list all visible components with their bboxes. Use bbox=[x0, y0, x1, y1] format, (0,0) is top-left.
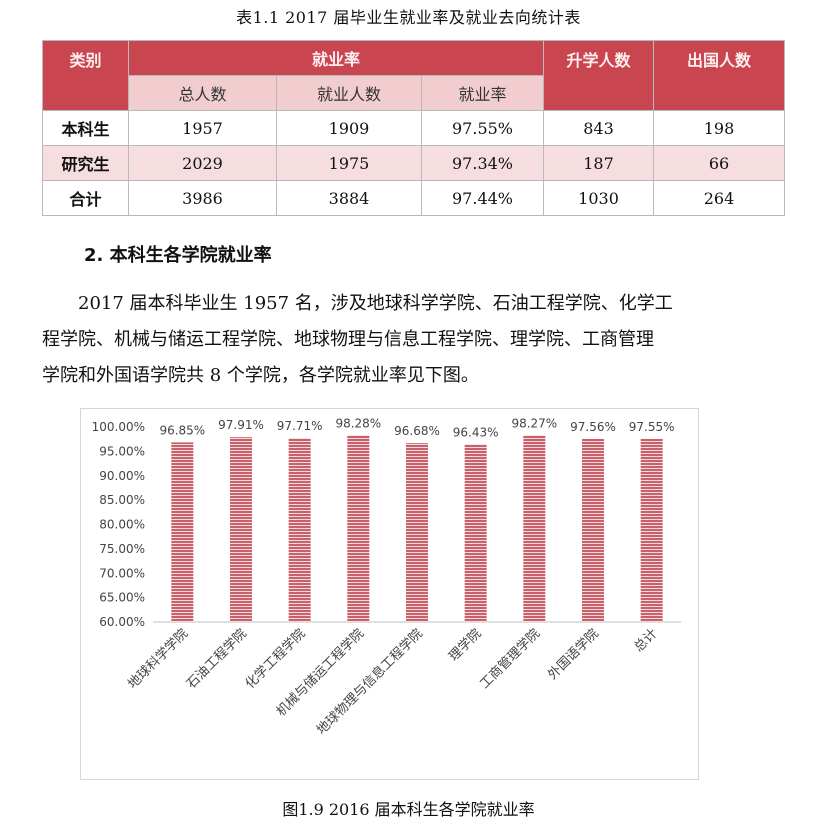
bar bbox=[640, 438, 663, 622]
table-row: 研究生 2029 1975 97.34% 187 66 bbox=[42, 145, 786, 181]
bar-data-label: 97.56% bbox=[570, 420, 616, 434]
paragraph-line: 学院和外国语学院共 8 个学院，各学院就业率见下图。 bbox=[42, 365, 479, 386]
header-further-study: 升学人数 bbox=[543, 40, 655, 111]
cell-rate: 97.44% bbox=[420, 180, 545, 216]
y-tick-label: 80.00% bbox=[99, 518, 145, 532]
figure-caption: 图1.9 2016 届本科生各学院就业率 bbox=[282, 800, 535, 819]
bar bbox=[288, 438, 311, 622]
header-abroad: 出国人数 bbox=[653, 40, 786, 111]
row-label: 本科生 bbox=[42, 110, 129, 146]
y-tick-label: 75.00% bbox=[99, 542, 145, 556]
header-sub-employed: 就业人数 bbox=[276, 75, 422, 111]
paragraph-line: 2017 届本科毕业生 1957 名，涉及地球科学学院、石油工程学院、化学工 bbox=[78, 293, 673, 314]
row-label: 合计 bbox=[42, 180, 129, 216]
row-label: 研究生 bbox=[42, 145, 129, 181]
y-tick-label: 70.00% bbox=[99, 566, 145, 580]
employment-rate-chart: 60.00% 65.00% 70.00% 75.00% 80.00% 85.00% 90.0… bbox=[80, 408, 699, 780]
cell-study: 187 bbox=[543, 145, 655, 181]
header-sub-total: 总人数 bbox=[128, 75, 277, 111]
cell-employed: 1909 bbox=[276, 110, 422, 146]
bar-data-label: 96.68% bbox=[394, 424, 440, 438]
x-tick-label: 化学工程学院 bbox=[242, 626, 308, 692]
cell-rate: 97.55% bbox=[420, 110, 545, 146]
bar bbox=[230, 437, 252, 622]
cell-total: 3986 bbox=[128, 180, 277, 216]
cell-study: 1030 bbox=[543, 180, 655, 216]
bar bbox=[406, 443, 428, 622]
bar-data-label: 97.55% bbox=[629, 420, 675, 434]
cell-abroad: 264 bbox=[653, 180, 786, 216]
bar bbox=[523, 435, 546, 622]
x-tick-label: 地球物理与信息工程学院 bbox=[313, 626, 425, 738]
chart-svg: 60.00% 65.00% 70.00% 75.00% 80.00% 85.00% 90.0… bbox=[92, 416, 681, 738]
section-paragraph: 2017 届本科毕业生 1957 名，涉及地球科学学院、石油工程学院、化学工 程… bbox=[42, 286, 762, 394]
cell-study: 843 bbox=[543, 110, 655, 146]
header-employment-rate-group: 就业率 bbox=[127, 40, 545, 76]
cell-abroad: 66 bbox=[653, 145, 786, 181]
bar-data-label: 96.43% bbox=[453, 425, 499, 439]
paragraph-line: 程学院、机械与储运工程学院、地球物理与信息工程学院、理学院、工商管理 bbox=[42, 329, 654, 350]
bar-data-label: 97.91% bbox=[218, 418, 264, 432]
bar-data-label: 96.85% bbox=[159, 423, 205, 437]
employment-stats-table: 类别 就业率 升学人数 出国人数 总人数 就业人数 就业率 本科生 1957 1… bbox=[42, 40, 786, 216]
y-tick-label: 60.00% bbox=[99, 615, 145, 629]
cell-employed: 3884 bbox=[276, 180, 422, 216]
cell-abroad: 198 bbox=[653, 110, 786, 146]
bar-data-label: 97.71% bbox=[277, 419, 323, 433]
y-tick-label: 90.00% bbox=[99, 469, 145, 483]
header-category: 类别 bbox=[42, 40, 129, 111]
bar bbox=[347, 435, 370, 622]
y-tick-label: 100.00% bbox=[92, 420, 145, 434]
bar bbox=[582, 438, 604, 622]
x-tick-label: 理学院 bbox=[446, 626, 485, 665]
x-tick-label: 工商管理学院 bbox=[477, 626, 543, 692]
section-title: 2. 本科生各学院就业率 bbox=[84, 245, 272, 266]
cell-total: 2029 bbox=[128, 145, 277, 181]
header-sub-rate: 就业率 bbox=[420, 75, 545, 111]
cell-total: 1957 bbox=[128, 110, 277, 146]
x-tick-label: 总计 bbox=[631, 626, 660, 655]
x-tick-label: 外国语学院 bbox=[545, 626, 602, 683]
cell-rate: 97.34% bbox=[420, 145, 545, 181]
y-tick-label: 65.00% bbox=[99, 591, 145, 605]
table-row: 合计 3986 3884 97.44% 1030 264 bbox=[42, 180, 786, 216]
table-row: 本科生 1957 1909 97.55% 843 198 bbox=[42, 110, 786, 146]
x-tick-label: 地球科学学院 bbox=[125, 626, 191, 692]
cell-employed: 1975 bbox=[276, 145, 422, 181]
bar-data-label: 98.27% bbox=[511, 416, 557, 430]
bar bbox=[464, 444, 487, 622]
x-tick-label: 石油工程学院 bbox=[183, 626, 249, 692]
bar bbox=[171, 442, 194, 622]
table-caption: 表1.1 2017 届毕业生就业率及就业去向统计表 bbox=[236, 8, 581, 27]
y-tick-label: 85.00% bbox=[99, 493, 145, 507]
bar-data-label: 98.28% bbox=[335, 416, 381, 430]
y-tick-label: 95.00% bbox=[99, 444, 145, 458]
